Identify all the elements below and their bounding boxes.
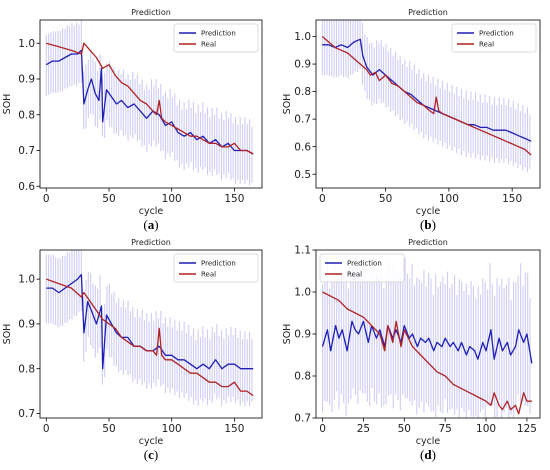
legend-label: Real (201, 41, 216, 49)
y-tick-label: 0.9 (18, 319, 35, 331)
x-tick-label: 150 (224, 193, 244, 205)
panel-caption: (a) (143, 217, 158, 232)
plot-area (321, 254, 533, 418)
series-line-real (321, 36, 532, 156)
legend: Prediction Real (173, 253, 259, 283)
x-tick-label: 100 (162, 423, 182, 435)
y-tick-label: 0.9 (294, 59, 311, 71)
y-tick-label: 1.1 (294, 245, 311, 257)
axes-frame (39, 19, 263, 189)
y-tick-label: 0.8 (294, 86, 311, 98)
y-tick-label: 1.0 (18, 38, 35, 50)
chart-panel-3: 0 50 100 150 0.7 0.8 0.9 1.0 Prediction cycle SOH P… (2, 238, 263, 462)
plot-area (45, 20, 254, 186)
x-axis-label: cycle (139, 206, 164, 217)
y-tick-label: 0.7 (18, 145, 35, 157)
x-tick-label: 100 (476, 423, 496, 435)
plot-area (321, 20, 532, 173)
y-tick-label: 0.7 (294, 413, 311, 425)
y-tick-label: 1.0 (294, 31, 311, 43)
legend-label: Prediction (201, 260, 236, 268)
series-line-real (322, 291, 532, 415)
chart-panel-4: 0 25 50 75 100 125 0.7 0.8 0.9 1.0 1.1 Prediction cy… (282, 238, 541, 462)
series-line-prediction (321, 320, 533, 364)
chart-title: Prediction (131, 8, 171, 17)
legend-label: Prediction (347, 260, 382, 268)
chart-title: Prediction (408, 238, 448, 247)
x-tick-label: 0 (319, 193, 326, 205)
x-tick-label: 25 (357, 423, 370, 435)
y-tick-label: 0.8 (18, 109, 35, 121)
axes-frame (315, 19, 541, 189)
x-tick-label: 150 (502, 193, 522, 205)
y-axis-label: SOH (2, 324, 13, 345)
x-tick-label: 50 (102, 193, 115, 205)
chart-panel-2: 0 50 100 150 0.5 0.6 0.7 0.8 0.9 1.0 Prediction cyc… (282, 8, 541, 232)
x-axis-label: cycle (139, 436, 164, 447)
x-axis-label: cycle (416, 206, 441, 217)
x-tick-label: 75 (438, 423, 451, 435)
series-line-prediction (45, 49, 254, 155)
panel-caption: (d) (420, 447, 436, 462)
panel-caption: (b) (420, 217, 436, 232)
legend: Prediction Real (173, 23, 259, 53)
y-tick-label: 0.8 (18, 363, 35, 375)
y-tick-label: 0.6 (18, 181, 35, 193)
legend-label: Real (479, 41, 494, 49)
plot-area (45, 250, 254, 407)
x-tick-label: 100 (162, 193, 182, 205)
legend-label: Real (201, 271, 216, 279)
y-tick-label: 0.9 (18, 74, 35, 86)
y-tick-label: 0.7 (294, 114, 311, 126)
y-tick-label: 0.6 (294, 141, 311, 153)
x-axis-label: cycle (416, 436, 441, 447)
legend-label: Prediction (479, 30, 514, 38)
y-tick-label: 1.0 (18, 274, 35, 286)
y-tick-label: 0.7 (18, 408, 35, 420)
chart-title: Prediction (408, 8, 448, 17)
chart-title: Prediction (131, 238, 171, 247)
y-tick-label: 1.0 (294, 287, 311, 299)
legend-label: Prediction (201, 30, 236, 38)
legend: Prediction Real (451, 23, 537, 53)
legend-box (173, 23, 259, 53)
x-tick-label: 50 (102, 423, 115, 435)
y-axis-label: SOH (2, 94, 13, 115)
y-axis-label: SOH (282, 94, 293, 115)
y-axis-label: SOH (282, 324, 293, 345)
x-tick-label: 100 (439, 193, 459, 205)
x-tick-label: 0 (319, 423, 326, 435)
x-tick-label: 50 (379, 193, 392, 205)
legend-box (451, 23, 537, 53)
x-tick-label: 125 (517, 423, 537, 435)
legend: Prediction Real (319, 253, 405, 283)
legend-box (173, 253, 259, 283)
x-tick-label: 150 (224, 423, 244, 435)
panel-caption: (c) (144, 447, 158, 462)
legend-box (319, 253, 405, 283)
y-tick-label: 0.9 (294, 329, 311, 341)
y-tick-label: 0.5 (294, 169, 311, 181)
axes-frame (39, 249, 263, 419)
series-line-prediction (46, 273, 254, 370)
x-tick-label: 0 (43, 193, 50, 205)
y-tick-label: 0.8 (294, 371, 311, 383)
chart-panel-1: 0 50 100 150 0.6 0.7 0.8 0.9 1.0 Prediction cycle S… (2, 8, 263, 232)
series-line-real (46, 278, 254, 397)
legend-label: Real (347, 271, 362, 279)
x-tick-label: 50 (398, 423, 411, 435)
x-tick-label: 0 (43, 423, 50, 435)
series-line-prediction (322, 38, 532, 142)
series-line-real (46, 42, 254, 155)
